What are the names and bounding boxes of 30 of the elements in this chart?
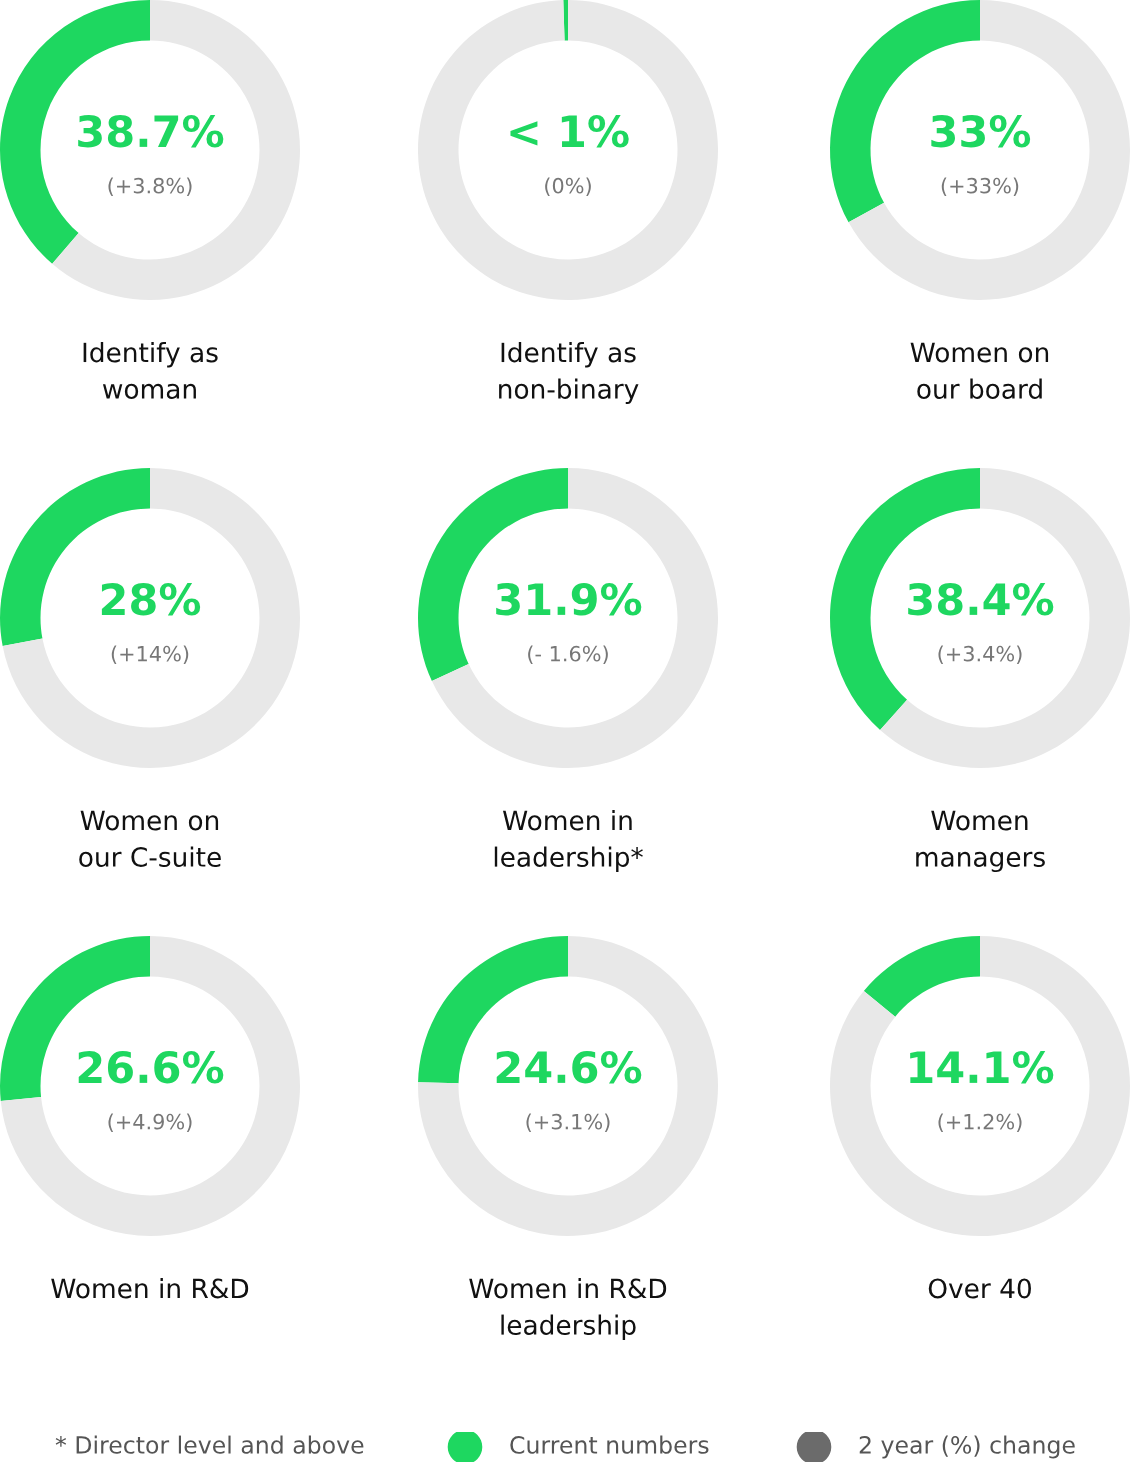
text: (+4.9%) [108, 1113, 192, 1132]
data-label: 31.9% [496, 582, 642, 616]
text: (+3.1%) [526, 1113, 610, 1132]
text: Women in leadership* [494, 810, 643, 873]
text: 2 year (%) change [859, 1435, 1075, 1459]
text: Women in R&D [51, 1278, 249, 1299]
data-label: 26.6% [78, 1050, 224, 1084]
text: Women on our board [910, 342, 1049, 399]
data-label: < 1% [510, 114, 629, 148]
text: Current numbers [510, 1435, 709, 1454]
text: (+3.8%) [108, 177, 192, 196]
text: * Director level and above [55, 1435, 364, 1454]
text: Women managers [916, 810, 1045, 873]
text: (0%) [545, 177, 591, 196]
text: Women on our C-suite [79, 810, 221, 867]
text: Identify as non-binary [499, 342, 639, 405]
data-label: 14.1% [910, 1050, 1054, 1084]
text: (- 1.6%) [528, 645, 608, 664]
data-label: 28% [101, 582, 201, 616]
text: (+3.4%) [938, 645, 1022, 664]
text: Women in R&D leadership [469, 1278, 667, 1341]
data-label: 33% [931, 114, 1031, 148]
text: (+33%) [941, 177, 1019, 196]
data-label: 38.4% [908, 582, 1054, 616]
text: (+14%) [111, 645, 189, 664]
text: Over 40 [928, 1278, 1031, 1299]
data-label: 38.7% [78, 114, 224, 148]
text: Identify as woman [83, 342, 218, 399]
data-label: 24.6% [496, 1050, 642, 1084]
text: (+1.2%) [938, 1113, 1022, 1132]
